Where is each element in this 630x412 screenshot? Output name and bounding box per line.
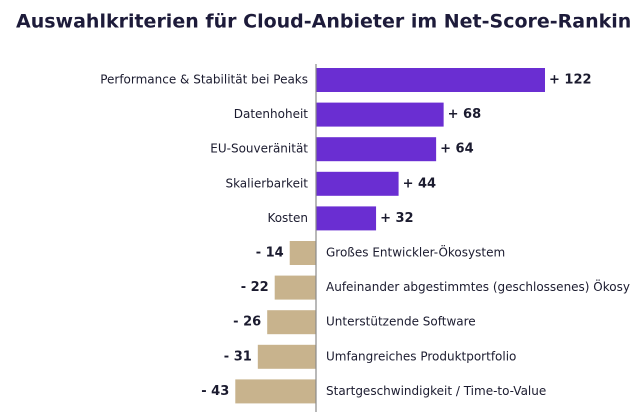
category-label: Datenhoheit	[234, 107, 309, 121]
bar	[267, 310, 316, 335]
value-label: - 31	[224, 349, 252, 364]
category-label: Skalierbarkeit	[225, 176, 308, 190]
bar	[235, 379, 316, 404]
bar	[316, 171, 399, 196]
bar	[316, 206, 377, 231]
category-label: Kosten	[267, 211, 308, 225]
category-label: Performance & Stabilität bei Peaks	[100, 73, 308, 87]
value-label: + 122	[549, 73, 592, 88]
bar	[257, 344, 316, 369]
value-label: - 43	[201, 384, 229, 399]
value-label: - 14	[256, 246, 284, 261]
value-label: + 64	[440, 142, 474, 157]
bar	[274, 275, 316, 300]
category-label: Großes Entwickler-Ökosystem	[326, 244, 505, 260]
category-label: Aufeinander abgestimmtes (geschlossenes)…	[326, 278, 630, 294]
value-label: + 32	[380, 211, 414, 226]
value-label: - 26	[233, 315, 261, 330]
value-label: + 44	[403, 176, 437, 191]
category-label: Startgeschwindigkeit / Time-to-Value	[326, 384, 546, 398]
category-label: Unterstützende Software	[326, 315, 476, 329]
value-label: - 22	[241, 280, 269, 295]
category-label: EU-Souveränität	[210, 142, 308, 156]
bar	[316, 102, 444, 127]
value-label: + 68	[448, 107, 482, 122]
chart-title: Auswahlkriterien für Cloud-Anbieter im N…	[16, 11, 630, 33]
bar	[316, 137, 437, 162]
bar	[289, 241, 316, 265]
bar	[316, 68, 545, 92]
category-label: Umfangreiches Produktportfolio	[326, 349, 516, 363]
